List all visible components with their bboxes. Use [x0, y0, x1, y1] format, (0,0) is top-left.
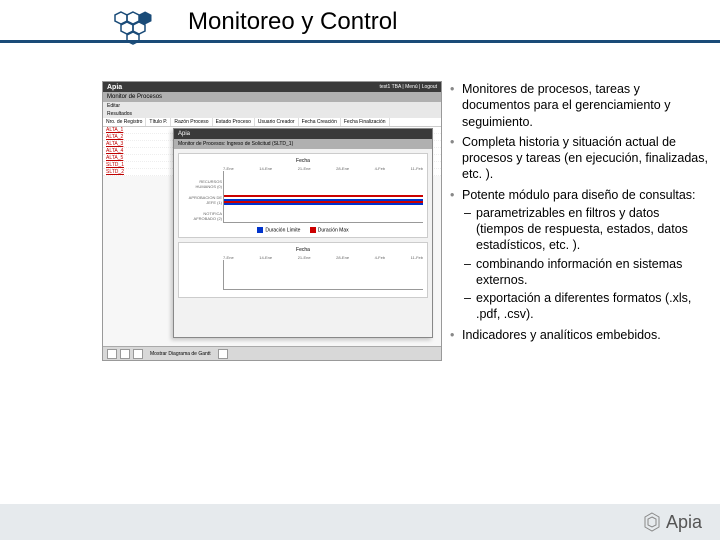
sub-bullet-item: parametrizables en filtros y datos (tiem… [462, 205, 708, 254]
ss-inner-window: Apia Monitor de Procesos: Ingreso de Sol… [173, 128, 433, 338]
ss-toolbar: Monitor de Procesos [103, 92, 441, 102]
ss-footer-label: Mostrar Diagrama de Gantt [150, 351, 211, 357]
footer-logo: Apia [642, 512, 702, 533]
chart-area: RECURSOS HUMANOS (0) APROBACION DE JEFE … [223, 171, 423, 223]
legend-swatch [310, 227, 316, 233]
ss-inner-title: Monitor de Procesos: Ingreso de Solicitu… [174, 139, 432, 149]
ss-footer-btn [107, 349, 117, 359]
slide-footer: Apia [0, 504, 720, 540]
bullet-item: Monitores de procesos, tareas y document… [450, 81, 708, 130]
app-screenshot: Apia test1 TBA | Menú | Logout Monitor d… [102, 81, 442, 361]
slide-title: Monitoreo y Control [188, 8, 397, 36]
ss-footer: Mostrar Diagrama de Gantt [103, 346, 441, 360]
slide-header: Monitoreo y Control [0, 0, 720, 43]
hex-logo-icon [112, 10, 174, 48]
gantt-chart: Fecha 7-Ene 14-Ene 21-Ene 28-Ene 4-Feb 1… [178, 153, 428, 238]
ss-footer-toggle [218, 349, 228, 359]
ss-column-headers: Nro. de Registro Título P. Razón Proceso… [103, 118, 441, 127]
chart-x-title: Fecha [183, 158, 423, 164]
footer-brand: Apia [666, 512, 702, 533]
gantt-chart-2: Fecha 7-Ene 14-Ene 21-Ene 28-Ene 4-Feb 1… [178, 242, 428, 298]
sub-bullet-item: combinando información en sistemas exter… [462, 256, 708, 289]
bullet-list: Monitores de procesos, tareas y document… [450, 81, 708, 361]
ss-sub-results: Resultados [103, 110, 441, 118]
bullet-item: Completa historia y situación actual de … [450, 134, 708, 183]
ss-toolbar-title: Monitor de Procesos [107, 94, 162, 100]
chart-legend: Duración Límite Duración Max [183, 227, 423, 233]
ss-sub-edit: Editar [103, 102, 441, 110]
ss-inner-top: Apia [174, 129, 432, 139]
legend-swatch [257, 227, 263, 233]
bullet-item: Indicadores y analíticos embebidos. [450, 327, 708, 343]
ss-footer-btn [133, 349, 143, 359]
ss-topright-links: test1 TBA | Menú | Logout [379, 84, 437, 90]
sub-bullet-item: exportación a diferentes formatos (.xls,… [462, 290, 708, 323]
ss-brand: Apia [107, 84, 122, 91]
footer-hex-icon [642, 512, 662, 532]
chart-line [224, 195, 423, 197]
ss-footer-btn [120, 349, 130, 359]
ss-topbar: Apia test1 TBA | Menú | Logout [103, 82, 441, 92]
legend-item: Duración Max [310, 227, 349, 233]
slide-content: Apia test1 TBA | Menú | Logout Monitor d… [0, 43, 720, 361]
bullet-item: Potente módulo para diseño de consultas:… [450, 187, 708, 323]
chart-line [224, 203, 423, 205]
legend-item: Duración Límite [257, 227, 300, 233]
